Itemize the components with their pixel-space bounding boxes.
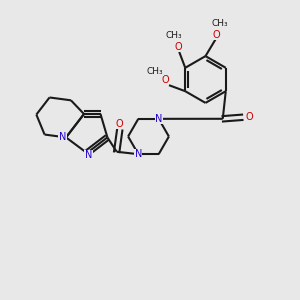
Text: O: O bbox=[245, 112, 253, 122]
Text: N: N bbox=[59, 132, 66, 142]
Text: O: O bbox=[245, 112, 253, 122]
Text: O: O bbox=[161, 75, 169, 85]
Text: CH₃: CH₃ bbox=[166, 32, 182, 40]
Text: N: N bbox=[135, 149, 142, 159]
Text: O: O bbox=[212, 29, 220, 40]
Text: CH₃: CH₃ bbox=[147, 67, 164, 76]
Text: N: N bbox=[85, 150, 92, 161]
Text: O: O bbox=[116, 118, 124, 129]
Text: O: O bbox=[212, 29, 220, 40]
Text: O: O bbox=[161, 75, 169, 85]
Text: CH₃: CH₃ bbox=[166, 32, 182, 40]
Text: O: O bbox=[175, 42, 182, 52]
Text: N: N bbox=[135, 149, 142, 159]
Text: N: N bbox=[155, 114, 162, 124]
Text: N: N bbox=[85, 150, 92, 161]
Text: CH₃: CH₃ bbox=[147, 67, 164, 76]
Text: N: N bbox=[59, 132, 66, 142]
Text: CH₃: CH₃ bbox=[211, 19, 228, 28]
Text: O: O bbox=[116, 118, 124, 129]
Text: N: N bbox=[155, 114, 162, 124]
Text: O: O bbox=[175, 42, 182, 52]
Text: CH₃: CH₃ bbox=[211, 19, 228, 28]
